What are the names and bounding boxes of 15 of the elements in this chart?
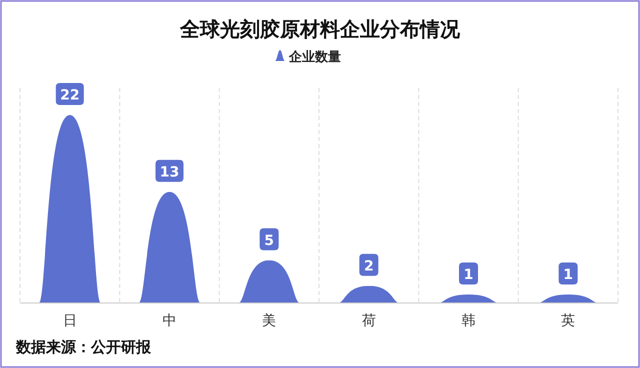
x-tick-label: 韩 xyxy=(462,313,476,329)
data-label: 13 xyxy=(160,164,180,180)
data-label: 5 xyxy=(264,232,274,249)
data-label: 2 xyxy=(364,258,374,274)
legend-label: 企业数量 xyxy=(288,50,341,65)
x-tick-label: 中 xyxy=(162,313,176,329)
chart-title: 全球光刻胶原材料企业分布情况 xyxy=(179,17,461,41)
source-note: 数据来源：公开研报 xyxy=(15,338,152,356)
data-label: 22 xyxy=(60,88,80,104)
data-label: 1 xyxy=(563,266,574,283)
x-tick-label: 日 xyxy=(62,313,77,329)
x-tick-label: 荷 xyxy=(362,313,376,329)
data-label: 1 xyxy=(464,266,474,283)
x-tick-label: 美 xyxy=(262,313,276,329)
x-tick-label: 英 xyxy=(561,313,576,329)
